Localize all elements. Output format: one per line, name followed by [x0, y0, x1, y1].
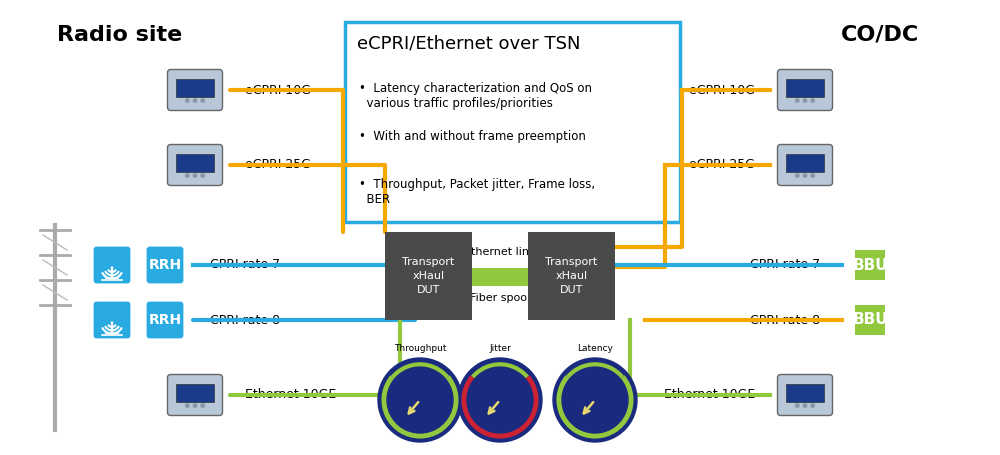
- Circle shape: [795, 98, 800, 103]
- Bar: [855, 304, 885, 335]
- Bar: [786, 79, 824, 97]
- Circle shape: [185, 403, 190, 408]
- Bar: [176, 384, 214, 402]
- FancyBboxPatch shape: [94, 302, 130, 339]
- Circle shape: [200, 403, 205, 408]
- FancyBboxPatch shape: [168, 70, 222, 111]
- Circle shape: [193, 403, 197, 408]
- Text: RRH: RRH: [148, 258, 182, 272]
- Circle shape: [111, 266, 113, 269]
- Text: CPRI rate 7: CPRI rate 7: [210, 258, 280, 272]
- Circle shape: [185, 173, 190, 178]
- Text: CPRI rate 8: CPRI rate 8: [210, 313, 280, 327]
- FancyBboxPatch shape: [778, 145, 832, 186]
- Bar: [855, 250, 885, 280]
- Text: •  With and without frame preemption: • With and without frame preemption: [359, 130, 586, 143]
- Text: Transport
xHaul
DUT: Transport xHaul DUT: [545, 257, 598, 295]
- Circle shape: [803, 173, 807, 178]
- Circle shape: [795, 173, 800, 178]
- Circle shape: [200, 173, 205, 178]
- Text: eCPRI 10G: eCPRI 10G: [689, 84, 755, 96]
- FancyBboxPatch shape: [778, 70, 832, 111]
- Text: Transport
xHaul
DUT: Transport xHaul DUT: [402, 257, 455, 295]
- Bar: [472, 268, 528, 286]
- Text: eCPRI 25G: eCPRI 25G: [245, 158, 311, 172]
- Circle shape: [803, 98, 807, 103]
- Text: Fiber spool: Fiber spool: [470, 293, 530, 303]
- Circle shape: [810, 403, 815, 408]
- FancyBboxPatch shape: [147, 247, 183, 283]
- FancyBboxPatch shape: [778, 374, 832, 415]
- Circle shape: [193, 98, 197, 103]
- Text: CO/DC: CO/DC: [841, 25, 919, 45]
- Text: Jitter: Jitter: [489, 344, 511, 353]
- Bar: [528, 232, 615, 320]
- Text: Ethernet 10GE: Ethernet 10GE: [664, 389, 755, 401]
- Circle shape: [458, 358, 542, 442]
- Bar: [176, 79, 214, 97]
- Bar: [385, 232, 472, 320]
- Circle shape: [810, 98, 815, 103]
- Text: Radio site: Radio site: [57, 25, 183, 45]
- Text: CPRI rate 8: CPRI rate 8: [750, 313, 820, 327]
- Text: eCPRI 25G: eCPRI 25G: [689, 158, 755, 172]
- Text: •  Latency characterization and QoS on
  various traffic profiles/priorities: • Latency characterization and QoS on va…: [359, 82, 592, 110]
- Circle shape: [810, 173, 815, 178]
- Circle shape: [200, 98, 205, 103]
- Circle shape: [795, 403, 800, 408]
- Text: •  Throughput, Packet jitter, Frame loss,
  BER: • Throughput, Packet jitter, Frame loss,…: [359, 178, 595, 206]
- Text: Ethernet 10GE: Ethernet 10GE: [245, 389, 336, 401]
- Text: BBU: BBU: [852, 313, 888, 328]
- FancyBboxPatch shape: [147, 302, 183, 339]
- Bar: [786, 154, 824, 172]
- Text: eCPRI/Ethernet over TSN: eCPRI/Ethernet over TSN: [357, 34, 580, 52]
- FancyBboxPatch shape: [94, 247, 130, 283]
- FancyBboxPatch shape: [168, 145, 222, 186]
- Circle shape: [378, 358, 462, 442]
- Text: CPRI rate 7: CPRI rate 7: [750, 258, 820, 272]
- Circle shape: [553, 358, 637, 442]
- Bar: [176, 154, 214, 172]
- Text: Throughput: Throughput: [394, 344, 446, 353]
- Text: eCPRI 10G: eCPRI 10G: [245, 84, 311, 96]
- Text: Ethernet link: Ethernet link: [464, 247, 536, 257]
- Circle shape: [185, 98, 190, 103]
- Bar: [345, 22, 680, 222]
- Text: BBU: BBU: [852, 258, 888, 273]
- Bar: [786, 384, 824, 402]
- FancyBboxPatch shape: [168, 374, 222, 415]
- Circle shape: [803, 403, 807, 408]
- Circle shape: [193, 173, 197, 178]
- Text: RRH: RRH: [148, 313, 182, 327]
- Text: Latency: Latency: [577, 344, 613, 353]
- Circle shape: [111, 321, 113, 324]
